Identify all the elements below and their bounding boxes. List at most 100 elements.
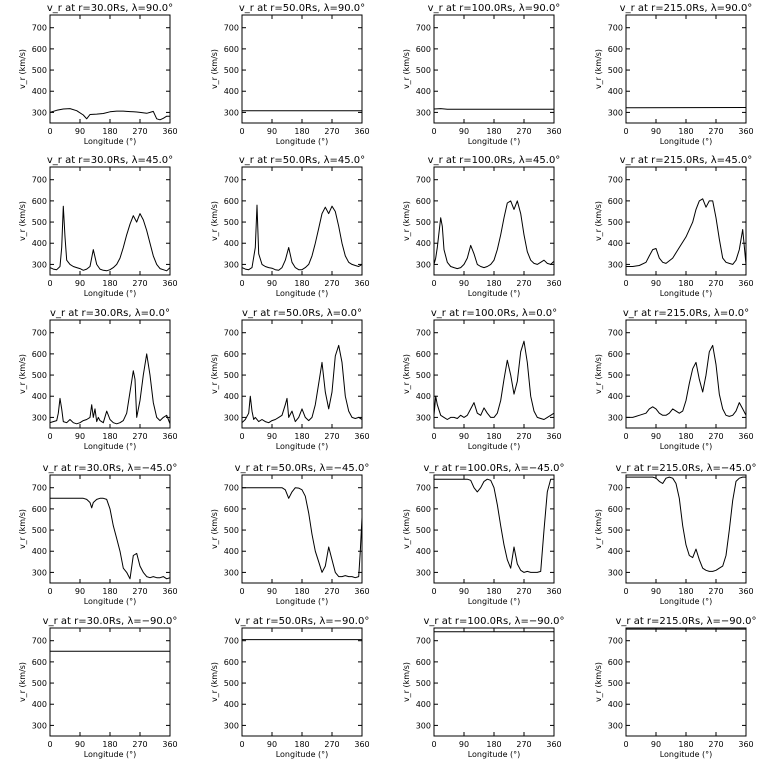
y-tick-label: 600 (416, 197, 431, 206)
x-tick-label: 270 (516, 127, 531, 136)
x-tick-label: 90 (267, 740, 277, 749)
x-tick-label: 360 (354, 587, 369, 596)
y-tick-label: 600 (224, 350, 239, 359)
y-tick-label: 300 (32, 721, 47, 730)
y-axis-label: v_r (km/s) (210, 662, 219, 702)
y-tick-label: 400 (32, 392, 47, 401)
y-tick-label: 500 (416, 526, 431, 535)
y-tick-label: 300 (608, 721, 623, 730)
chart-title: v_r at r=30.0Rs, λ=45.0° (47, 155, 173, 166)
y-tick-label: 600 (608, 505, 623, 514)
x-axis-label: Longitude (°) (660, 750, 713, 759)
x-tick-label: 360 (738, 127, 753, 136)
x-tick-label: 360 (546, 279, 561, 288)
plot-frame (625, 319, 747, 429)
y-tick-label: 700 (32, 24, 47, 33)
x-tick-label: 0 (239, 432, 244, 441)
subplot-3: v_r at r=100.0Rs, λ=90.0° 0 90 180 270 360 300… (402, 3, 562, 146)
series-line (626, 476, 746, 572)
y-tick-label: 600 (224, 505, 239, 514)
x-tick-label: 360 (354, 740, 369, 749)
y-tick-label: 500 (32, 526, 47, 535)
plot-frame (49, 14, 171, 124)
y-tick-label: 300 (32, 108, 47, 117)
x-tick-label: 0 (47, 279, 52, 288)
y-tick-label: 500 (608, 218, 623, 227)
y-tick-label: 600 (416, 350, 431, 359)
x-axis-label: Longitude (°) (84, 750, 137, 759)
subplot-20: v_r at r=215.0Rs, λ=−90.0° 0 90 180 270 360 30… (594, 616, 757, 759)
y-tick-label: 600 (224, 658, 239, 667)
plot-frame (49, 627, 171, 737)
x-tick-label: 0 (239, 279, 244, 288)
chart-title: v_r at r=215.0Rs, λ=0.0° (623, 308, 749, 319)
subplot-6: v_r at r=50.0Rs, λ=45.0° 0 90 180 270 360 300 4… (210, 155, 370, 298)
y-axis-label: v_r (km/s) (594, 509, 603, 549)
y-tick-label: 700 (416, 176, 431, 185)
x-tick-label: 0 (431, 279, 436, 288)
y-tick-label: 400 (416, 700, 431, 709)
x-axis-label: Longitude (°) (660, 289, 713, 298)
y-tick-label: 400 (224, 700, 239, 709)
chart-title: v_r at r=100.0Rs, λ=45.0° (428, 155, 561, 166)
y-tick-label: 300 (32, 413, 47, 422)
subplot-10: v_r at r=50.0Rs, λ=0.0° 0 90 180 270 360 300 40… (210, 308, 370, 451)
x-tick-label: 360 (162, 740, 177, 749)
y-tick-label: 600 (608, 45, 623, 54)
y-tick-label: 700 (416, 329, 431, 338)
y-tick-label: 300 (224, 108, 239, 117)
x-tick-label: 0 (47, 740, 52, 749)
y-tick-label: 400 (608, 392, 623, 401)
x-tick-label: 360 (354, 279, 369, 288)
chart-title: v_r at r=50.0Rs, λ=−45.0° (235, 463, 370, 474)
x-axis-label: Longitude (°) (660, 442, 713, 451)
x-tick-label: 360 (546, 127, 561, 136)
x-tick-label: 90 (75, 279, 85, 288)
y-tick-label: 300 (416, 108, 431, 117)
chart-title: v_r at r=100.0Rs, λ=−90.0° (423, 616, 564, 627)
x-tick-label: 270 (708, 279, 723, 288)
x-tick-label: 180 (678, 127, 693, 136)
y-tick-label: 600 (416, 45, 431, 54)
x-tick-label: 270 (708, 127, 723, 136)
x-tick-label: 90 (651, 587, 661, 596)
x-axis-label: Longitude (°) (276, 289, 329, 298)
x-tick-label: 90 (459, 279, 469, 288)
x-tick-label: 180 (678, 279, 693, 288)
y-tick-label: 700 (416, 637, 431, 646)
x-tick-label: 0 (623, 740, 628, 749)
y-tick-label: 500 (224, 218, 239, 227)
chart-title: v_r at r=215.0Rs, λ=−45.0° (615, 463, 756, 474)
x-tick-label: 0 (431, 127, 436, 136)
chart-title: v_r at r=30.0Rs, λ=0.0° (50, 308, 170, 319)
x-axis-label: Longitude (°) (276, 442, 329, 451)
y-axis-label: v_r (km/s) (402, 662, 411, 702)
y-tick-label: 300 (608, 260, 623, 269)
y-axis-label: v_r (km/s) (210, 49, 219, 89)
x-tick-label: 180 (678, 740, 693, 749)
x-tick-label: 180 (678, 432, 693, 441)
y-tick-label: 600 (32, 658, 47, 667)
x-tick-label: 360 (162, 279, 177, 288)
x-tick-label: 180 (294, 587, 309, 596)
x-tick-label: 270 (516, 432, 531, 441)
subplot-8: v_r at r=215.0Rs, λ=45.0° 0 90 180 270 360 300… (594, 155, 754, 298)
plot-frame (625, 627, 747, 737)
chart-title: v_r at r=50.0Rs, λ=−90.0° (235, 616, 370, 627)
y-tick-label: 400 (416, 392, 431, 401)
x-tick-label: 270 (324, 127, 339, 136)
y-tick-label: 500 (32, 371, 47, 380)
x-tick-label: 0 (623, 127, 628, 136)
y-tick-label: 600 (32, 197, 47, 206)
x-tick-label: 270 (132, 432, 147, 441)
y-tick-label: 500 (608, 679, 623, 688)
x-axis-label: Longitude (°) (468, 289, 521, 298)
y-tick-label: 600 (608, 197, 623, 206)
subplot-13: v_r at r=30.0Rs, λ=−45.0° 0 90 180 270 360 300… (18, 463, 178, 606)
y-axis-label: v_r (km/s) (594, 354, 603, 394)
series-line (50, 108, 170, 121)
y-tick-label: 700 (608, 176, 623, 185)
y-tick-label: 700 (32, 176, 47, 185)
chart-title: v_r at r=100.0Rs, λ=0.0° (431, 308, 557, 319)
x-tick-label: 0 (239, 127, 244, 136)
